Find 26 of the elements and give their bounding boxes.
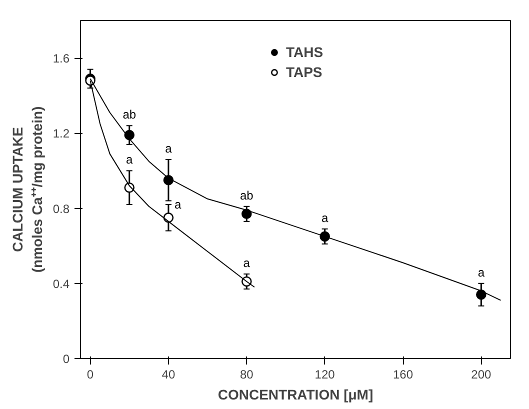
x-tick-label: 160	[392, 368, 414, 382]
x-tick-label: 80	[240, 368, 254, 382]
legend-label: TAPS	[286, 64, 322, 80]
y-tick-label: 0.4	[52, 276, 70, 291]
annotation: a	[165, 141, 172, 156]
annotation: ab	[240, 188, 254, 202]
annotation: a	[243, 256, 250, 270]
y-tick-label: 0	[62, 352, 70, 366]
y-tick-label: 1.2	[52, 126, 70, 141]
point	[476, 290, 486, 300]
point	[163, 212, 174, 223]
point	[241, 208, 252, 220]
x-tick-label: 200	[471, 368, 492, 382]
legend-label: TAHS	[286, 44, 324, 60]
y-tick-label: 1.6	[52, 52, 70, 66]
x-tick-label: 40	[162, 368, 176, 382]
y-axis-title: CALCIUM UPTAKE (nmoles Ca⁺⁺/mg protein)	[10, 106, 45, 273]
annotation: ab	[122, 108, 136, 122]
annotation: a	[174, 198, 182, 212]
x-axis-title: CONCENTRATION [μM]	[218, 386, 374, 402]
annotation: a	[126, 152, 134, 167]
x-tick-label: 0	[86, 368, 94, 382]
annotation: a	[478, 265, 485, 280]
y-tick-label: 0.8	[52, 202, 70, 216]
annotation: a	[321, 210, 328, 225]
x-tick-label: 120	[314, 368, 336, 382]
